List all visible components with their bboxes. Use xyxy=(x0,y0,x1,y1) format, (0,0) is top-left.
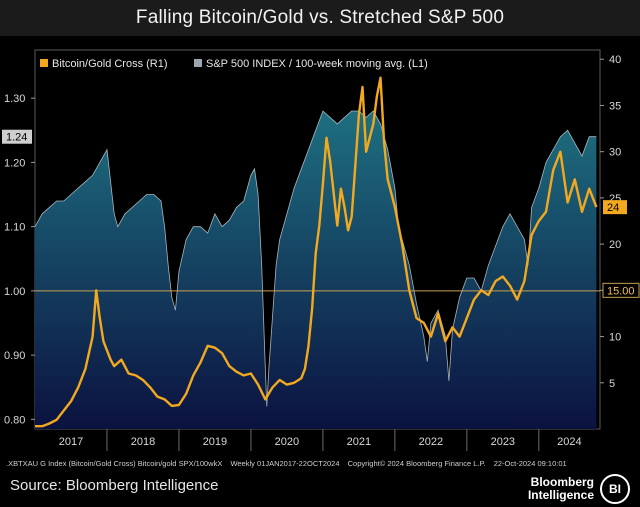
left-tick-label: 1.30 xyxy=(4,93,25,105)
right-tick-label: 30 xyxy=(609,147,621,159)
chart-footer-meta: .XBTXAU G Index (Bitcoin/Gold Cross) Bit… xyxy=(6,459,634,468)
footer-copyright: Copyright© 2024 Bloomberg Finance L.P. xyxy=(347,459,486,468)
left-tick-label: 1.20 xyxy=(4,157,25,169)
right-last-value-label: 24 xyxy=(607,202,619,214)
brand-badge: BI xyxy=(600,474,630,504)
right-tick-label: 35 xyxy=(609,100,621,112)
legend-label-spx: S&P 500 INDEX / 100-week moving avg. (L1… xyxy=(206,58,428,70)
right-ref-label: 15.00 xyxy=(607,285,635,297)
chart-area: 0.80 0.90 1.00 1.10 1.20 1.30 1.24 5 10 15.00 20 25… xyxy=(0,44,640,470)
source-label: Source: Bloomberg Intelligence xyxy=(10,477,219,494)
x-tick-label: 2023 xyxy=(491,436,515,448)
bitcoin-gold-line xyxy=(35,76,598,428)
legend-label-bitcoin-gold: Bitcoin/Gold Cross (R1) xyxy=(52,58,168,70)
footer-ticker-info: .XBTXAU G Index (Bitcoin/Gold Cross) Bit… xyxy=(6,459,223,468)
brand-line-2: Intelligence xyxy=(527,488,594,502)
brand-line-1: Bloomberg xyxy=(530,475,594,489)
left-last-value-label: 1.24 xyxy=(6,132,27,144)
x-tick-label: 2022 xyxy=(419,436,443,448)
left-tick-label: 0.80 xyxy=(4,414,25,426)
legend-swatch-spx xyxy=(194,59,202,67)
brand-logo: Bloomberg Intelligence BI xyxy=(528,474,630,504)
right-tick-label: 40 xyxy=(609,54,621,66)
brand-text: Bloomberg Intelligence xyxy=(528,476,594,502)
x-tick-label: 2018 xyxy=(131,436,155,448)
right-ref-box xyxy=(602,282,640,298)
right-last-value-box xyxy=(603,200,627,215)
footer-range: Weekly 01JAN2017-22OCT2024 xyxy=(230,459,340,468)
left-tick-label: 0.90 xyxy=(4,350,25,362)
chart-svg: 0.800.901.001.101.201.301.2451015.002025… xyxy=(2,49,640,451)
right-tick-label: 10 xyxy=(609,332,621,344)
right-tick-label: 5 xyxy=(609,378,615,390)
x-tick-label: 2024 xyxy=(557,436,581,448)
right-tick-label: 20 xyxy=(609,239,621,251)
footer-timestamp: 22-Oct-2024 09:10:01 xyxy=(493,459,567,468)
x-tick-label: 2017 xyxy=(59,436,83,448)
spx-line xyxy=(34,110,597,407)
x-tick-label: 2019 xyxy=(203,436,227,448)
left-tick-label: 1.00 xyxy=(4,286,25,298)
left-tick-label: 1.10 xyxy=(4,222,25,234)
chart-title: Falling Bitcoin/Gold vs. Stretched S&P 5… xyxy=(135,7,505,28)
title-bar: Falling Bitcoin/Gold vs. Stretched S&P 5… xyxy=(0,0,640,36)
x-tick-label: 2021 xyxy=(347,436,371,448)
left-last-value-box xyxy=(2,129,32,144)
legend-swatch-bitcoin-gold xyxy=(40,59,48,67)
x-tick-label: 2020 xyxy=(275,436,299,448)
